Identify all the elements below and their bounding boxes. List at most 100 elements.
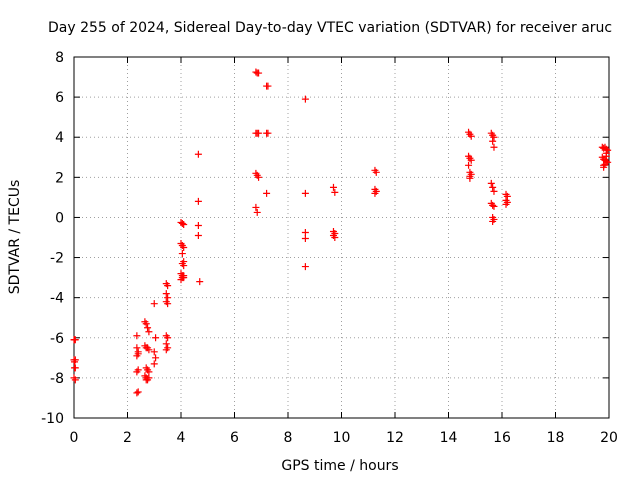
data-point: [467, 132, 475, 140]
data-point: [133, 332, 141, 340]
data-point: [164, 294, 172, 302]
y-tick-label: 2: [55, 170, 64, 186]
data-point: [134, 388, 142, 396]
data-point: [133, 368, 141, 376]
data-point: [180, 244, 188, 252]
data-point: [252, 203, 260, 211]
data-point: [145, 328, 153, 336]
data-point: [490, 202, 498, 210]
data-point: [490, 133, 498, 141]
y-axis-label: SDTVAR / TECUs: [7, 180, 23, 295]
data-point: [194, 231, 202, 239]
data-point: [180, 272, 188, 280]
data-point: [263, 189, 271, 197]
data-point: [487, 179, 495, 187]
y-tick-label: -8: [50, 371, 64, 387]
data-point: [503, 192, 511, 200]
data-point: [490, 187, 498, 195]
data-point: [180, 262, 188, 270]
y-tick-label: -6: [50, 331, 64, 347]
data-point: [145, 346, 153, 354]
data-point: [142, 320, 150, 328]
data-point: [602, 152, 610, 160]
y-tick-label: 4: [55, 130, 64, 146]
data-point: [152, 354, 160, 362]
data-point: [71, 364, 79, 372]
y-tick-label: 8: [55, 50, 64, 66]
data-point: [162, 290, 170, 298]
data-point: [144, 324, 152, 332]
grid-lines: [74, 57, 609, 418]
data-point: [152, 334, 160, 342]
data-point: [301, 189, 309, 197]
y-tick-label: -2: [50, 251, 64, 267]
data-point: [178, 219, 186, 227]
x-tick-label: 16: [493, 430, 511, 446]
y-tick-label: -10: [41, 411, 64, 427]
data-point: [164, 300, 172, 308]
data-point: [255, 69, 263, 77]
x-tick-label: 6: [230, 430, 239, 446]
data-point: [133, 344, 141, 352]
data-point: [134, 350, 142, 358]
x-tick-label: 10: [333, 430, 351, 446]
x-tick-label: 0: [70, 430, 79, 446]
data-point: [255, 129, 263, 137]
data-point: [71, 336, 79, 344]
data-point: [467, 156, 475, 164]
data-point: [264, 82, 272, 90]
data-point: [331, 188, 339, 196]
y-tick-label: 6: [55, 90, 64, 106]
data-point: [150, 348, 158, 356]
data-point: [601, 160, 609, 168]
data-point: [331, 234, 339, 241]
data-point: [145, 368, 153, 376]
data-point: [489, 137, 497, 145]
x-axis-label: GPS time / hours: [281, 458, 398, 474]
data-point: [180, 220, 188, 228]
data-point: [133, 389, 141, 397]
data-point: [489, 217, 497, 225]
data-point: [600, 163, 608, 171]
data-point: [194, 197, 202, 205]
data-point: [502, 200, 510, 208]
data-point: [164, 282, 172, 290]
data-point: [490, 143, 498, 151]
y-tick-label: -4: [50, 291, 64, 307]
x-axis-ticks: 0 2 4 6 8 10 12 14 16 18 20: [70, 57, 618, 446]
data-point: [194, 221, 202, 229]
x-tick-label: 2: [123, 430, 132, 446]
data-point: [71, 356, 79, 364]
x-tick-label: 8: [284, 430, 293, 446]
x-tick-label: 12: [386, 430, 404, 446]
y-axis-ticks: -10 -8 -6 -4 -2 0 2 4 6 8: [41, 50, 609, 427]
data-point: [162, 346, 170, 354]
data-point: [264, 129, 272, 137]
x-tick-label: 4: [177, 430, 186, 446]
x-tick-label: 20: [600, 430, 618, 446]
data-point: [162, 340, 170, 348]
data-point: [465, 161, 473, 169]
data-point: [372, 168, 380, 176]
data-point: [301, 95, 309, 103]
data-point: [301, 235, 309, 243]
data-point: [142, 376, 150, 384]
data-point: [466, 174, 474, 182]
data-point: [489, 183, 497, 191]
data-point: [71, 376, 79, 384]
data-point: [150, 300, 158, 308]
chart-title: Day 255 of 2024, Sidereal Day-to-day VTE…: [48, 20, 612, 36]
y-tick-label: 0: [55, 210, 64, 226]
data-point: [604, 146, 612, 154]
data-point: [301, 228, 309, 236]
data-point: [253, 208, 261, 216]
data-point: [150, 360, 158, 368]
data-point: [164, 334, 172, 342]
data-point: [489, 201, 497, 209]
data-point: [301, 263, 309, 271]
data-point: [371, 189, 379, 197]
x-tick-label: 14: [440, 430, 458, 446]
data-point: [255, 173, 263, 181]
data-point: [329, 183, 337, 191]
